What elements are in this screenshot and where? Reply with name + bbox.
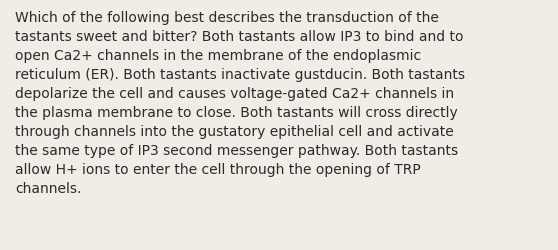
Text: Which of the following best describes the transduction of the
tastants sweet and: Which of the following best describes th… bbox=[15, 11, 465, 195]
